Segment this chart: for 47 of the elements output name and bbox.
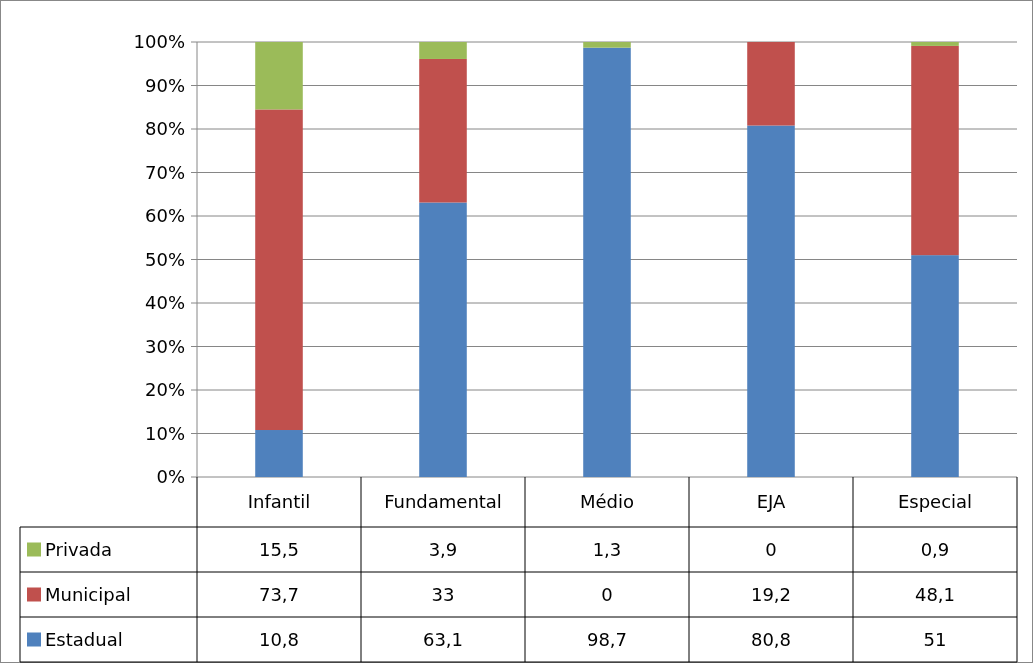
legend-label: Privada bbox=[45, 538, 113, 560]
data-label: 80,8 bbox=[750, 628, 792, 650]
bar bbox=[747, 42, 795, 126]
bar bbox=[255, 430, 303, 477]
bar bbox=[747, 125, 795, 477]
x-tick-label: Infantil bbox=[247, 491, 311, 513]
x-tick-label: Fundamental bbox=[384, 491, 502, 513]
bar bbox=[911, 42, 959, 46]
data-label: 19,2 bbox=[750, 583, 792, 605]
data-label: 33 bbox=[431, 583, 455, 605]
y-tick-label: 90% bbox=[144, 74, 185, 96]
data-label: 73,7 bbox=[258, 583, 300, 605]
y-tick-label: 40% bbox=[144, 292, 185, 314]
bar bbox=[419, 58, 467, 203]
bar bbox=[255, 42, 303, 110]
x-tick-label: Especial bbox=[897, 491, 973, 513]
x-tick-label: EJA bbox=[756, 491, 787, 513]
x-tick-label: Médio bbox=[579, 491, 635, 513]
bar bbox=[911, 255, 959, 477]
data-label: 0 bbox=[765, 538, 777, 560]
y-tick-label: 80% bbox=[144, 118, 185, 140]
data-label: 63,1 bbox=[422, 628, 464, 650]
bar bbox=[583, 47, 631, 477]
y-tick-label: 70% bbox=[144, 161, 185, 183]
bar bbox=[911, 45, 959, 256]
legend-label: Estadual bbox=[45, 628, 123, 650]
y-tick-label: 50% bbox=[144, 248, 185, 270]
legend-label: Municipal bbox=[45, 583, 131, 605]
bar bbox=[255, 109, 303, 431]
data-label: 15,5 bbox=[258, 538, 300, 560]
y-tick-label: 30% bbox=[144, 335, 185, 357]
data-label: 10,8 bbox=[258, 628, 300, 650]
data-label: 0,9 bbox=[920, 538, 950, 560]
data-label: 48,1 bbox=[914, 583, 956, 605]
data-label: 51 bbox=[923, 628, 947, 650]
data-label: 1,3 bbox=[592, 538, 622, 560]
bar bbox=[583, 42, 631, 48]
y-tick-label: 20% bbox=[144, 379, 185, 401]
y-tick-label: 100% bbox=[133, 31, 185, 53]
bar bbox=[419, 42, 467, 59]
data-label: 98,7 bbox=[586, 628, 628, 650]
data-label: 3,9 bbox=[428, 538, 458, 560]
y-tick-label: 10% bbox=[144, 422, 185, 444]
data-label: 0 bbox=[601, 583, 613, 605]
y-tick-label: 60% bbox=[144, 205, 185, 227]
bar bbox=[419, 202, 467, 477]
y-tick-label: 0% bbox=[156, 466, 185, 488]
